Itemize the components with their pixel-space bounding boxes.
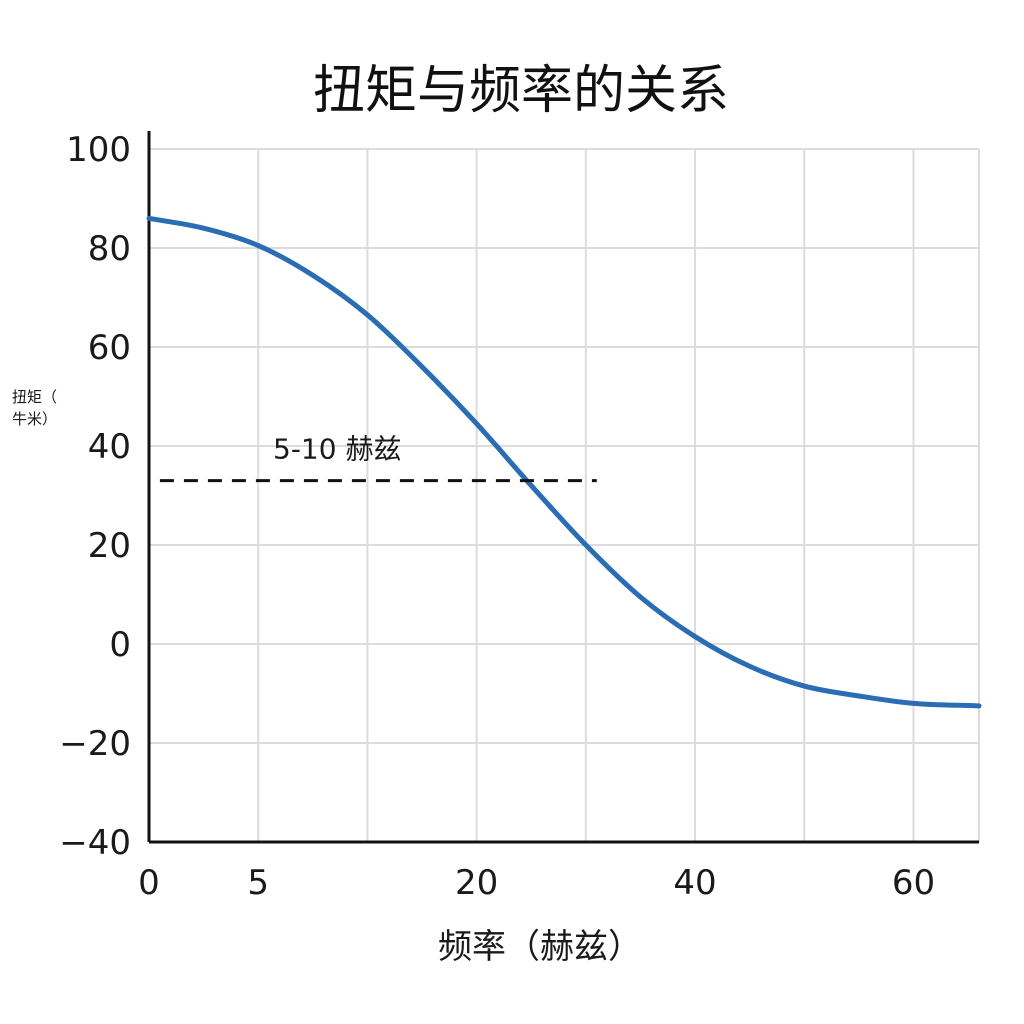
x-tick-label: 40 [673, 863, 716, 903]
x-axis-label: 频率（赫兹） [438, 927, 642, 967]
y-tick-label: −40 [59, 823, 131, 863]
y-axis-label-line-1: 扭矩（ [12, 388, 57, 406]
y-tick-label: 0 [109, 625, 131, 665]
x-tick-label: 20 [455, 863, 498, 903]
y-tick-label: 60 [88, 328, 131, 368]
y-tick-label: 20 [88, 526, 131, 566]
annotation-label: 5-10 赫兹 [273, 433, 401, 466]
x-tick-label: 0 [138, 863, 160, 903]
y-tick-label: 40 [88, 427, 131, 467]
annotation: 5-10 赫兹 [159, 433, 597, 483]
axes [147, 131, 979, 844]
y-tick-label: 100 [66, 130, 131, 170]
chart-title: 扭矩与频率的关系 [313, 61, 729, 121]
x-tick-label: 5 [247, 863, 269, 903]
y-tick-label: 80 [88, 229, 131, 269]
y-axis-label-line-2: 牛米） [12, 410, 57, 428]
y-tick-label: −20 [59, 724, 131, 764]
series-layer [146, 215, 982, 709]
series-line [146, 215, 982, 709]
x-tick-label: 60 [892, 863, 935, 903]
